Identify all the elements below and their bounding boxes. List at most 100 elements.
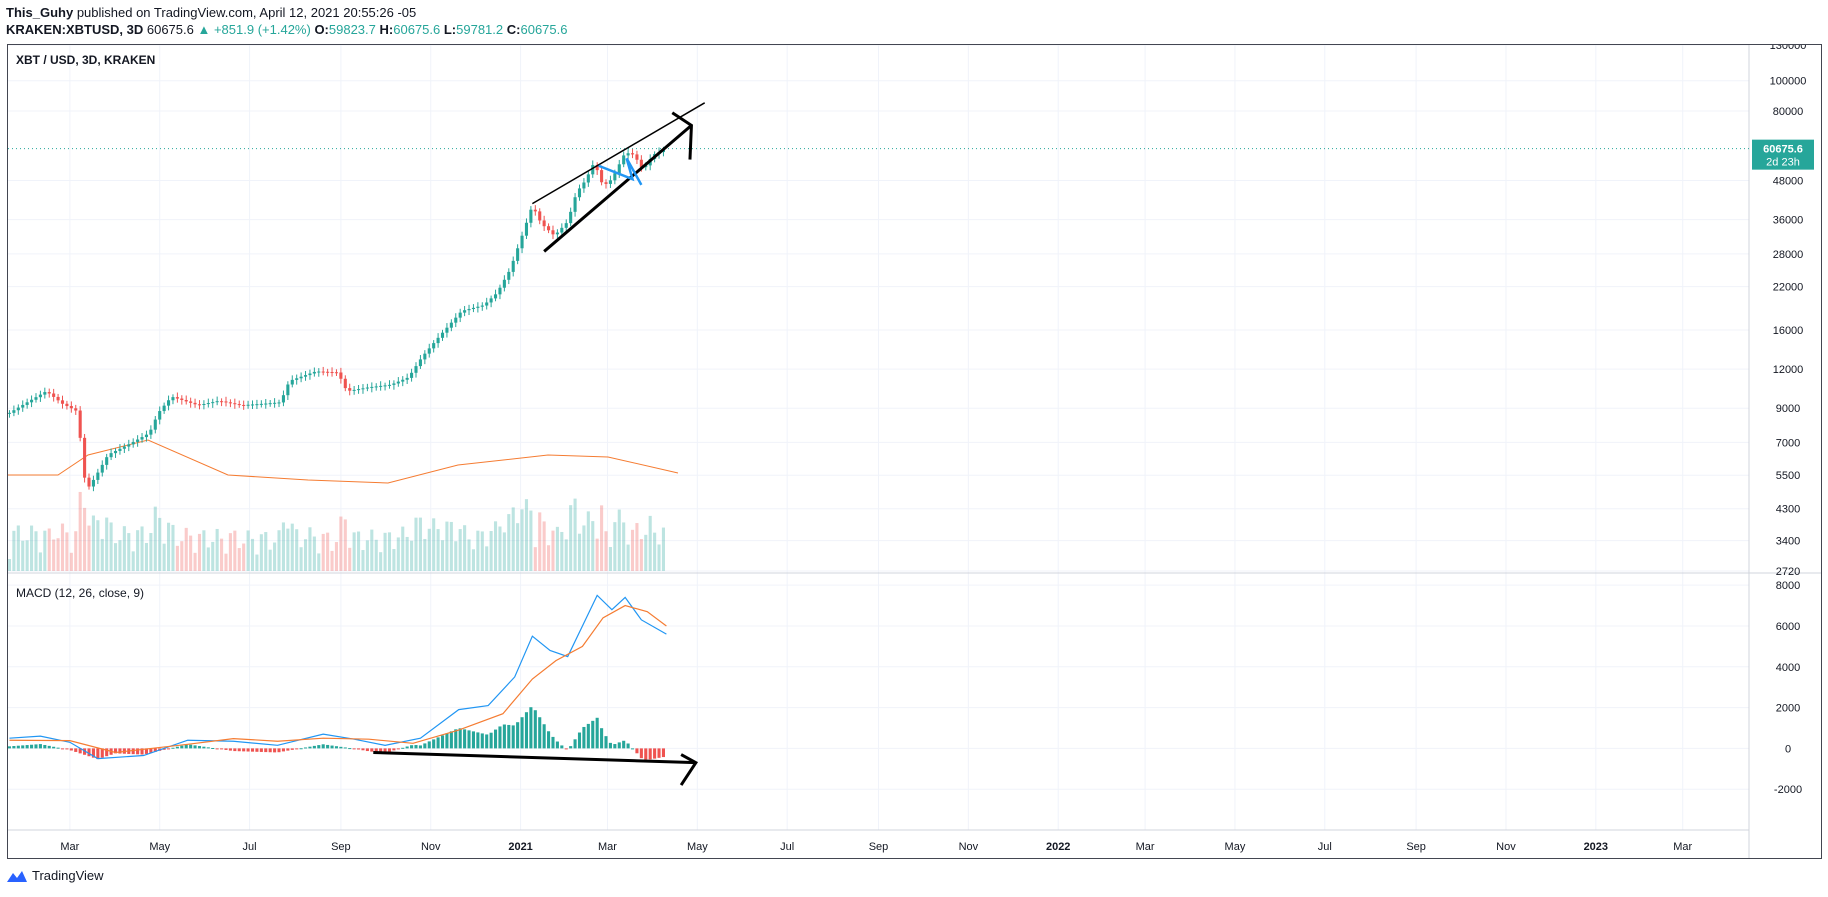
macd-histogram-bar [78,748,82,754]
macd-histogram-bar [215,748,219,750]
macd-histogram-bar [175,746,179,749]
macd-histogram-bar [476,732,480,749]
candle-body [281,395,285,403]
macd-histogram-bar [30,744,34,749]
volume-bar [401,526,405,571]
volume-bar [242,543,246,571]
volume-bar [392,549,396,571]
volume-bar [334,542,339,571]
volume-bar [65,532,69,571]
bar-countdown-label: 2d 23h [1766,157,1800,169]
candle-body [16,407,20,411]
macd-histogram-bar [162,748,166,750]
candle-body [273,402,277,404]
volume-bar [383,532,387,571]
candle-body [87,477,91,487]
time-tick-label: Sep [1406,841,1426,853]
candle-body [38,394,42,398]
volume-bar [299,547,303,571]
volume-bar [281,522,285,571]
volume-bar [485,546,489,571]
candle-body [308,373,312,376]
candle-body [595,165,599,171]
candle-body [524,222,529,236]
candle-body [290,379,294,385]
price-change: ▲ +851.9 (+1.42%) [197,22,311,37]
time-tick-label: May [149,841,170,853]
volume-bar [38,552,42,571]
price-tick-label: 7000 [1776,437,1800,449]
macd-histogram-bar [277,748,281,753]
macd-histogram-bar [414,745,418,749]
volume-bar [639,539,643,571]
macd-histogram-bar [246,748,250,752]
macd-histogram-bar [171,747,175,749]
volume-bar [246,530,250,571]
time-tick-label: Mar [598,841,617,853]
macd-histogram-bar [96,748,100,760]
macd-histogram-bar [100,748,104,758]
volume-bar [268,549,272,571]
candle-body [12,410,16,413]
macd-histogram-bar [237,748,241,752]
last-price: 60675.6 [146,22,194,37]
candle-body [480,305,484,307]
volume-bar [158,517,162,571]
volume-bar [551,530,555,571]
author-name[interactable]: This_Guhy [6,5,74,20]
macd-histogram-bar [524,712,529,749]
candle-body [392,383,396,385]
volume-bar [560,531,564,571]
macd-histogram-bar [564,748,568,750]
macd-histogram-bar [573,739,577,749]
volume-bar [339,516,343,571]
candle-body [144,434,149,438]
macd-histogram-bar [348,748,352,750]
candle-body [454,317,458,323]
candle-body [476,306,480,308]
volume-bar [573,498,577,571]
macd-histogram-bar [533,710,537,749]
macd-histogram-bar [410,745,414,749]
macd-histogram-bar [493,729,498,749]
macd-histogram-bar [352,748,356,750]
footer-brand[interactable]: TradingView [6,868,104,883]
candle-body [418,359,422,367]
price-tick-label: 16000 [1773,325,1804,337]
lower-trendline-arrow [543,124,693,253]
candle-body [149,429,153,435]
candle-body [485,302,489,306]
chart-canvas[interactable]: 2720 3400 4300 5500 7000 9000 12000 16000 22000 2… [8,45,1821,858]
volume-bar [352,532,356,571]
candle-body [109,453,113,458]
macd-histogram-bar [653,748,657,759]
macd-histogram-bar [427,741,431,749]
macd-histogram-bar [206,747,210,749]
macd-tick-label: 2000 [1776,703,1800,715]
macd-histogram-bar [507,724,511,749]
volume-bar [52,539,56,571]
candle-body [387,384,392,386]
volume-bar [374,539,378,571]
volume-bar [524,499,529,571]
candle-body [635,154,639,160]
time-tick-label: May [687,841,708,853]
macd-arrowhead [679,753,698,786]
candle-body [361,388,365,390]
volume-bar [423,538,427,571]
candle-body [255,404,259,406]
candle-body [436,337,440,344]
volume-bar [83,507,87,571]
macd-histogram-bar [308,746,312,749]
candle-body [370,386,374,388]
volume-bar [211,541,215,571]
macd-histogram-bar [644,748,648,760]
time-tick-label: Mar [60,841,79,853]
macd-histogram-bar [516,722,520,749]
candle-body [383,385,387,387]
macd-histogram-bar [613,744,617,749]
candle-body [622,155,626,165]
candle-body [639,159,643,168]
chart-frame[interactable]: 2720 3400 4300 5500 7000 9000 12000 16000 22000 2… [7,44,1822,859]
volume-bar [100,538,104,571]
